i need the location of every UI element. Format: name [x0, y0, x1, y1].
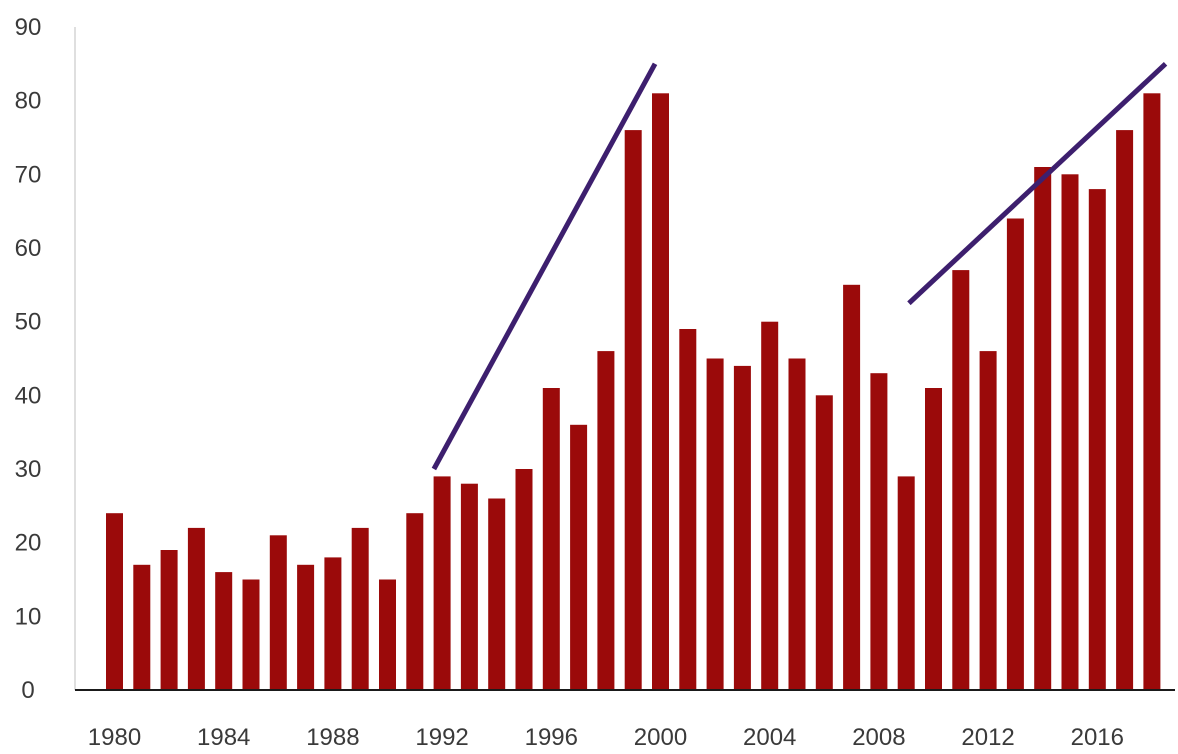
trend-line-1	[431, 62, 658, 471]
bar-2012	[979, 351, 997, 690]
x-tick-label: 2012	[961, 724, 1014, 751]
bar-1999	[624, 130, 642, 691]
trend-lines	[431, 62, 1168, 471]
bar-2010	[925, 388, 942, 690]
bar-2009	[897, 476, 915, 690]
bar-1982	[160, 550, 178, 690]
bar-2015	[1061, 174, 1079, 691]
x-tick-label: 1988	[306, 724, 359, 751]
bar-2011	[952, 270, 970, 690]
bar-2001	[679, 329, 697, 690]
bar-1984	[215, 572, 233, 690]
y-tick-label: 70	[15, 161, 42, 188]
bar-1989	[351, 527, 369, 690]
x-tick-label: 2000	[634, 724, 687, 751]
bar-1993	[460, 483, 478, 690]
x-tick-label: 1992	[415, 724, 468, 751]
x-tick-label: 2004	[743, 724, 796, 751]
bar-2007	[843, 284, 861, 690]
bar-1980	[106, 513, 123, 690]
bar-1991	[406, 513, 424, 690]
bar-1996	[542, 388, 560, 690]
y-tick-label: 60	[15, 235, 42, 262]
y-tick-label: 80	[15, 88, 42, 115]
y-tick-label: 20	[15, 530, 42, 557]
bar-2018	[1143, 93, 1161, 691]
x-tick-label: 1996	[525, 724, 578, 751]
y-tick-label: 40	[15, 382, 42, 409]
x-tick-label: 1980	[88, 724, 141, 751]
bar-1995	[515, 469, 533, 690]
bar-1994	[488, 498, 506, 690]
y-tick-label: 90	[15, 14, 42, 41]
bar-1981	[133, 564, 151, 690]
x-tick-label: 1984	[197, 724, 250, 751]
y-tick-label: 10	[15, 603, 42, 630]
x-tick-label: 2008	[852, 724, 905, 751]
y-tick-label: 30	[15, 456, 42, 483]
y-tick-label: 50	[15, 309, 42, 336]
bar-2000	[652, 93, 669, 691]
bar-1983	[187, 527, 205, 690]
bar-1992	[433, 476, 451, 690]
x-axis-ticks: 1980 1984 1988 1992 1996 2000 2004 2008 2012 2016	[88, 724, 1124, 751]
bar-2014	[1034, 167, 1052, 690]
bar-1990	[379, 579, 396, 690]
x-tick-label: 2016	[1071, 724, 1124, 751]
bar-1985	[242, 579, 260, 690]
bar-1988	[324, 557, 342, 690]
bar-2017	[1116, 130, 1134, 691]
bar-1986	[269, 535, 287, 690]
bar-2008	[870, 373, 888, 690]
bar-1998	[597, 351, 615, 690]
bar-2006	[815, 395, 833, 690]
bar-2005	[788, 358, 806, 690]
bar-1987	[297, 564, 315, 690]
bars	[106, 93, 1161, 691]
bar-2013	[1006, 218, 1024, 690]
y-axis-ticks: 0 10 20 30 40 50 60 70 80 90	[15, 14, 42, 704]
trend-line-2	[907, 62, 1168, 306]
bar-2016	[1088, 189, 1106, 690]
bar-1997	[570, 424, 588, 690]
bar-2003	[733, 365, 751, 690]
bar-2004	[761, 321, 779, 690]
bar-2002	[706, 358, 724, 690]
y-tick-label: 0	[21, 677, 34, 704]
